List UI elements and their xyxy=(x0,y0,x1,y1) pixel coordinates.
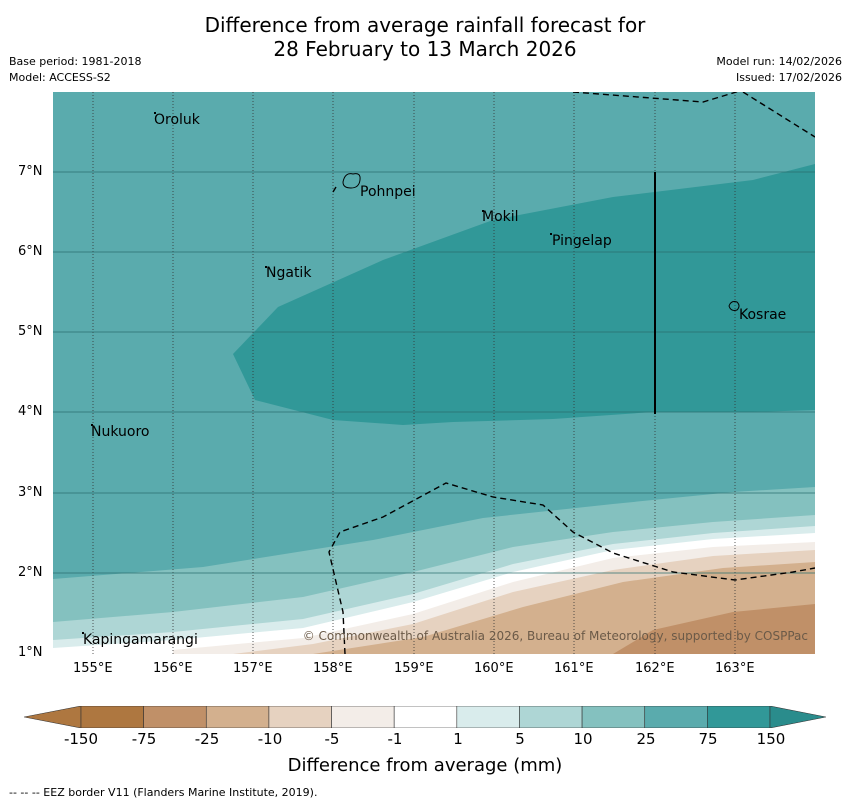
colorbar-segment-2 xyxy=(205,706,270,728)
lon-tick-159: 159°E xyxy=(394,661,434,676)
colorbar-arrow-right xyxy=(769,706,826,728)
lat-tick-1: 1°N xyxy=(18,645,43,660)
place-pohnpei: Pohnpei xyxy=(360,184,416,200)
colorbar-label-1: 1 xyxy=(453,730,463,748)
colorbar-segment-4 xyxy=(331,706,395,728)
colorbar xyxy=(24,706,826,728)
lon-tick-155: 155°E xyxy=(73,661,113,676)
place-nukuoro: Nukuoro xyxy=(91,424,150,440)
lon-tick-161: 161°E xyxy=(554,661,594,676)
colorbar-label-25: 25 xyxy=(636,730,656,748)
colorbar-label-minus75: -75 xyxy=(131,730,157,748)
chart-title-line2: 28 February to 13 March 2026 xyxy=(273,37,577,61)
place-oroluk: Oroluk xyxy=(154,112,200,128)
lon-tick-156: 156°E xyxy=(153,661,193,676)
lon-tick-160: 160°E xyxy=(474,661,514,676)
colorbar-label-75: 75 xyxy=(698,730,718,748)
colorbar-label-5: 5 xyxy=(515,730,525,748)
colorbar-label-minus5: -5 xyxy=(324,730,340,748)
place-pingelap: Pingelap xyxy=(552,233,612,249)
colorbar-label-minus1: -1 xyxy=(387,730,403,748)
band-minus75-minus25 xyxy=(613,604,815,654)
eez-legend-note: -- -- -- EEZ border V11 (Flanders Marine… xyxy=(9,786,318,799)
model-name: Model: ACCESS-S2 xyxy=(9,71,111,84)
eez-border xyxy=(328,92,815,654)
latitude-lines xyxy=(53,171,815,574)
lat-tick-6: 6°N xyxy=(18,244,43,259)
colorbar-label-minus150: -150 xyxy=(63,730,99,748)
colorbar-segment-10 xyxy=(707,706,771,728)
lat-tick-7: 7°N xyxy=(18,164,43,179)
colorbar-label-10: 10 xyxy=(573,730,593,748)
map-svg xyxy=(53,92,815,654)
colorbar-segment-8 xyxy=(581,706,646,728)
colorbar-segment-9 xyxy=(644,706,708,728)
colorbar-segment-0 xyxy=(80,706,144,728)
pohnpei-island xyxy=(342,173,361,189)
rainfall-map: Oroluk Pohnpei Mokil Pingelap Ngatik Kos… xyxy=(53,92,815,654)
place-kosrae: Kosrae xyxy=(739,307,787,323)
lat-tick-5: 5°N xyxy=(18,324,43,339)
colorbar-arrow-left xyxy=(24,706,82,728)
chart-title-line1: Difference from average rainfall forecas… xyxy=(204,13,646,37)
model-run: Model run: 14/02/2026 xyxy=(716,55,842,68)
lon-tick-163: 163°E xyxy=(715,661,755,676)
lon-tick-157: 157°E xyxy=(233,661,273,676)
base-period: Base period: 1981-2018 xyxy=(9,55,142,68)
colorbar-segment-7 xyxy=(519,706,583,728)
lat-tick-4: 4°N xyxy=(18,404,43,419)
colorbar-label-minus25: -25 xyxy=(194,730,220,748)
lon-tick-162: 162°E xyxy=(635,661,675,676)
colorbar-title: Difference from average (mm) xyxy=(287,755,563,776)
lat-tick-2: 2°N xyxy=(18,565,43,580)
colorbar-segment-1 xyxy=(143,706,207,728)
band-75-150 xyxy=(233,164,815,425)
copyright-notice: © Commonwealth of Australia 2026, Bureau… xyxy=(302,629,808,643)
colorbar-segment-5 xyxy=(393,706,458,728)
kosrae-island xyxy=(728,301,740,311)
place-ngatik: Ngatik xyxy=(266,265,312,281)
place-kapingamarangi: Kapingamarangi xyxy=(83,632,198,648)
lon-tick-158: 158°E xyxy=(313,661,353,676)
colorbar-segment-3 xyxy=(268,706,332,728)
graticule xyxy=(92,92,736,654)
place-mokil: Mokil xyxy=(482,209,519,225)
lat-tick-3: 3°N xyxy=(18,485,43,500)
colorbar-segments xyxy=(80,706,771,728)
colorbar-label-150: 150 xyxy=(756,730,786,748)
atoll-markers xyxy=(82,112,552,634)
colorbar-label-minus10: -10 xyxy=(257,730,283,748)
issued-date: Issued: 17/02/2026 xyxy=(735,71,842,84)
colorbar-segment-6 xyxy=(456,706,520,728)
